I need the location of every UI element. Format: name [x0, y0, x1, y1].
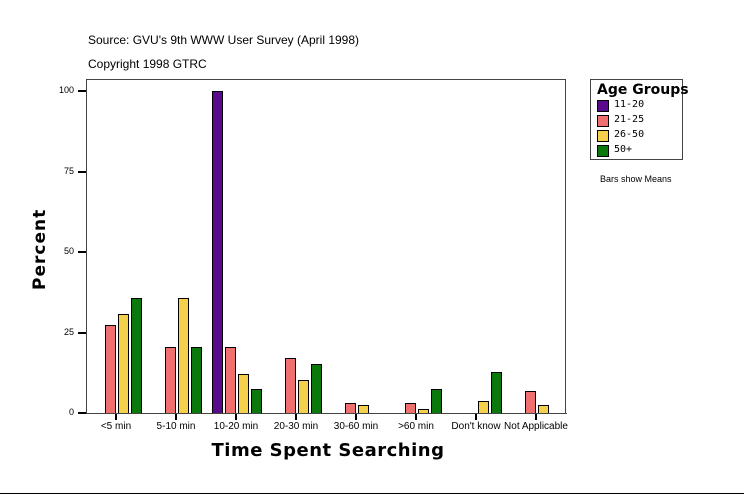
bar-21-25 — [405, 403, 416, 413]
legend-swatch — [597, 130, 609, 142]
bar-21-25 — [225, 347, 236, 413]
y-tick — [78, 251, 86, 253]
bar-50-plus — [431, 389, 442, 413]
bar-26-50 — [238, 374, 249, 413]
y-tick — [78, 412, 86, 414]
y-tick — [78, 332, 86, 334]
y-tick-label: 75 — [63, 166, 74, 176]
x-axis-title: Time Spent Searching — [211, 440, 445, 461]
plot-area — [86, 79, 566, 413]
bar-26-50 — [178, 298, 189, 413]
bar-50-plus — [251, 389, 262, 413]
x-axis-line — [86, 413, 567, 414]
bar-21-25 — [165, 347, 176, 413]
y-tick-label: 100 — [58, 85, 74, 95]
bar-26-50 — [298, 380, 309, 413]
y-tick-label: 50 — [63, 246, 74, 256]
x-tick-label: 20-30 min — [273, 421, 319, 432]
x-tick-label: <5 min — [100, 421, 132, 432]
x-tick — [475, 414, 477, 420]
bar-26-50 — [478, 401, 489, 413]
bar-26-50 — [418, 409, 429, 413]
bar-26-50 — [118, 314, 129, 413]
bar-50-plus — [191, 347, 202, 413]
legend: Age Groups 11-20 21-25 26-50 50+ — [590, 79, 689, 160]
y-tick — [78, 90, 86, 92]
legend-label: 21-25 — [614, 114, 645, 125]
x-tick-label: 10-20 min — [213, 421, 259, 432]
bottom-divider — [0, 493, 744, 494]
legend-swatch — [597, 115, 609, 127]
y-tick — [78, 171, 86, 173]
bar-26-50 — [538, 405, 549, 413]
bar-21-25 — [345, 403, 356, 413]
legend-label: 26-50 — [614, 129, 645, 140]
source-caption: Source: GVU's 9th WWW User Survey (April… — [88, 33, 360, 47]
bar-50-plus — [491, 372, 502, 413]
x-tick-label: 30-60 min — [333, 421, 379, 432]
x-tick-label: >60 min — [398, 421, 434, 432]
bar-50-plus — [131, 298, 142, 413]
bar-21-25 — [105, 325, 116, 413]
bar-21-25 — [525, 391, 536, 413]
y-tick-label: 0 — [68, 407, 74, 417]
x-tick — [355, 414, 357, 420]
bar-11-20 — [212, 91, 223, 413]
x-tick — [415, 414, 417, 420]
bar-50-plus — [311, 364, 322, 413]
x-tick-label: Not Applicable — [504, 421, 568, 432]
x-tick — [295, 414, 297, 420]
legend-label: 50+ — [614, 144, 633, 155]
legend-swatch — [597, 145, 609, 157]
legend-swatch — [597, 100, 609, 112]
x-tick — [175, 414, 177, 420]
copyright-caption: Copyright 1998 GTRC — [88, 57, 207, 71]
x-tick-label: 5-10 min — [156, 421, 196, 432]
x-tick-label: Don't know — [451, 421, 501, 432]
bar-26-50 — [358, 405, 369, 413]
y-axis-title: Percent — [30, 208, 50, 290]
bars-note: Bars show Means — [600, 174, 672, 184]
x-tick — [115, 414, 117, 420]
legend-title: Age Groups — [597, 82, 689, 98]
legend-label: 11-20 — [614, 99, 645, 110]
bar-21-25 — [285, 358, 296, 413]
x-tick — [535, 414, 537, 420]
x-tick — [235, 414, 237, 420]
y-tick-label: 25 — [63, 327, 74, 337]
